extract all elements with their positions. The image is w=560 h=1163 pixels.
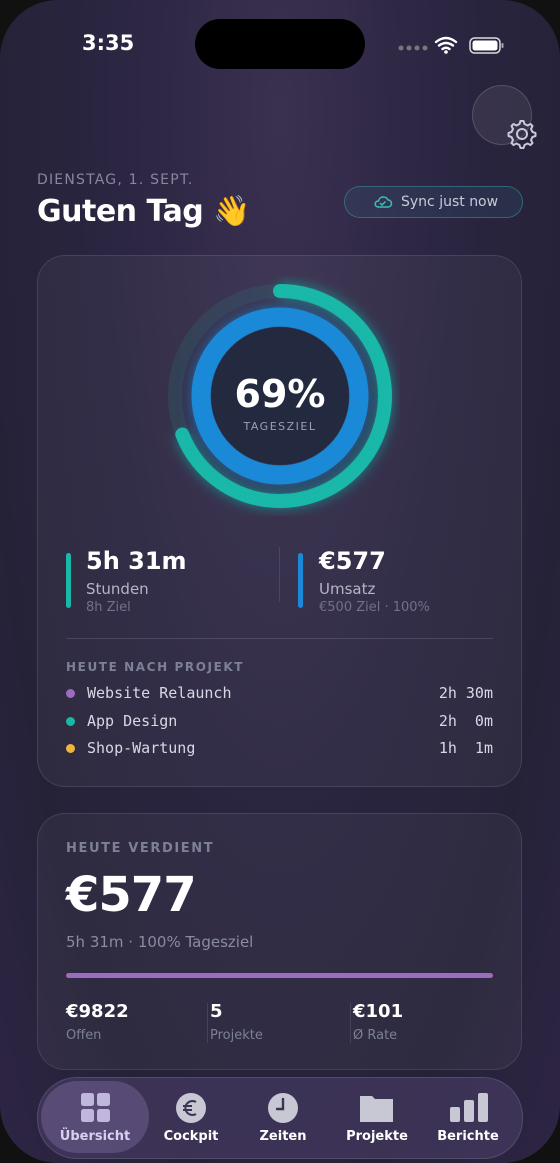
- project-name: Shop-Wartung: [87, 739, 196, 757]
- separator: [66, 638, 493, 639]
- sync-status[interactable]: Sync just now: [344, 186, 523, 218]
- revenue-label: Umsatz: [319, 580, 376, 598]
- project-dot: [66, 717, 75, 726]
- tab-label[interactable]: Zeiten: [259, 1129, 307, 1144]
- cloud-icon: [374, 196, 393, 208]
- hours-sub: 8h Ziel: [86, 600, 131, 615]
- stat-divider: [207, 1003, 208, 1043]
- dynamic-island: [195, 19, 365, 69]
- project-name: App Design: [87, 712, 178, 730]
- stat-label: Offen: [66, 1028, 102, 1043]
- earnings-progress: [66, 973, 493, 978]
- hours-bar: [66, 553, 71, 608]
- tab-icons: [81, 1093, 488, 1123]
- revenue-sub: €500 Ziel · 100%: [319, 600, 430, 615]
- tab-label[interactable]: Berichte: [437, 1129, 499, 1144]
- goal-percent: 69%: [234, 372, 326, 416]
- inner-ring: [191, 307, 369, 485]
- project-dot: [66, 744, 75, 753]
- ring-progress: [168, 284, 392, 508]
- status-icons: [398, 36, 504, 54]
- euro-icon: [176, 1093, 206, 1123]
- goal-ring: [167, 283, 393, 509]
- chart-icon: [450, 1093, 488, 1122]
- gear-icon: [507, 120, 537, 149]
- earnings-sub: 5h 31m · 100% Tagesziel: [66, 933, 254, 951]
- tab-label[interactable]: Übersicht: [59, 1129, 131, 1144]
- earnings-card: [37, 813, 522, 1070]
- project-time: 2h 0m: [438, 712, 493, 730]
- greeting: Guten Tag 👋: [37, 194, 251, 229]
- sync-text: Sync just now: [401, 194, 499, 210]
- project-dot: [66, 689, 75, 698]
- stat-divider: [350, 1003, 351, 1043]
- revenue-bar: [298, 553, 303, 608]
- stat-value: €9822: [66, 1001, 129, 1022]
- goal-label: TAGESZIEL: [243, 420, 317, 433]
- stat-label: Projekte: [210, 1028, 263, 1043]
- project-name: Website Relaunch: [87, 684, 232, 702]
- status-time: 3:35: [82, 31, 135, 55]
- date: DIENSTAG, 1. SEPT.: [37, 172, 194, 188]
- tab-label[interactable]: Cockpit: [163, 1129, 219, 1144]
- stat-value: €101: [353, 1001, 404, 1022]
- projects-title: HEUTE NACH PROJEKT: [66, 660, 245, 674]
- tab-label[interactable]: Projekte: [346, 1129, 408, 1144]
- stat-value: 5: [210, 1001, 223, 1022]
- ring-center: [211, 327, 349, 465]
- folder-icon: [360, 1096, 393, 1122]
- grid-icon: [81, 1093, 110, 1122]
- stats-divider: [279, 547, 280, 602]
- active-tab-highlight: [41, 1081, 149, 1153]
- hours-value: 5h 31m: [86, 547, 187, 575]
- project-time: 1h 1m: [438, 739, 493, 757]
- earnings-amount: €577: [66, 867, 197, 923]
- project-time: 2h 30m: [438, 684, 493, 702]
- settings-button[interactable]: [472, 85, 537, 149]
- revenue-value: €577: [319, 547, 386, 575]
- stat-label: Ø Rate: [353, 1028, 398, 1043]
- earnings-title: HEUTE VERDIENT: [66, 841, 215, 856]
- hours-label: Stunden: [86, 580, 149, 598]
